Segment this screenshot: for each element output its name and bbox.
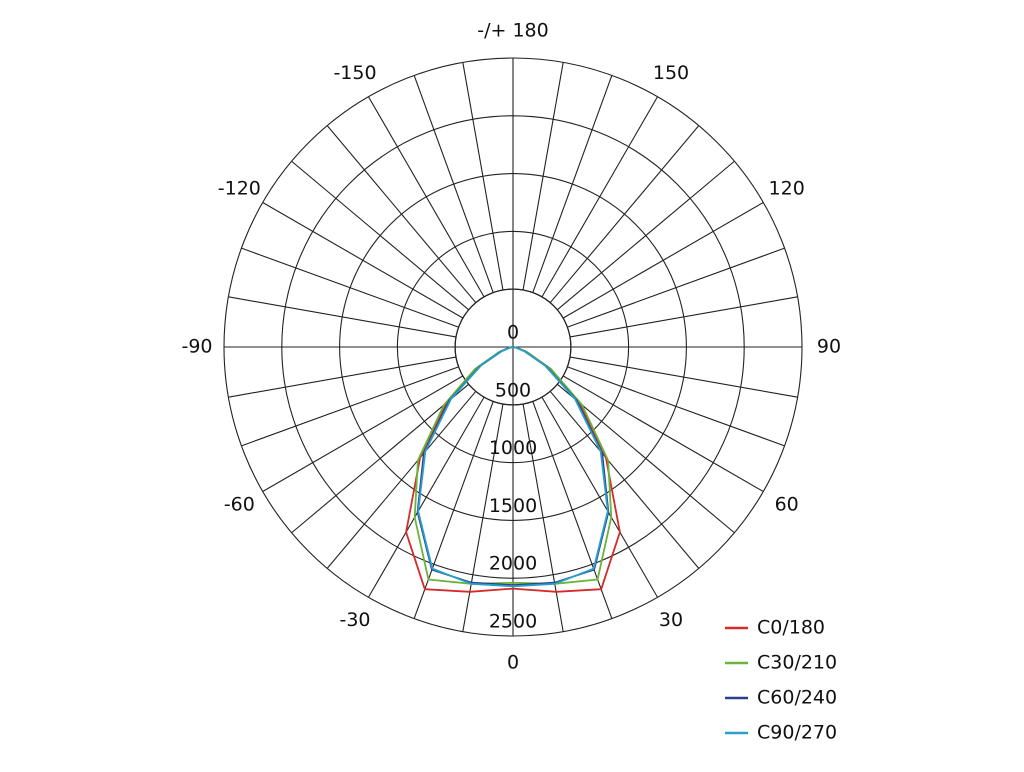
spoke — [541, 396, 658, 598]
spoke — [522, 404, 564, 632]
angle-label: -150 — [333, 62, 376, 84]
spoke — [549, 125, 700, 303]
spoke — [413, 75, 494, 293]
spoke — [549, 391, 700, 569]
spoke — [368, 96, 485, 298]
angle-label: -120 — [218, 178, 261, 200]
spoke — [522, 62, 564, 290]
spoke — [228, 296, 456, 338]
spoke — [532, 75, 613, 293]
spoke — [562, 375, 764, 492]
angle-label: -30 — [339, 609, 370, 631]
spoke — [413, 401, 494, 619]
legend-label: C0/180 — [757, 617, 825, 639]
legend-label: C90/270 — [757, 722, 837, 744]
spoke — [262, 202, 464, 319]
spoke — [291, 160, 469, 311]
spoke — [326, 391, 477, 569]
spoke — [262, 375, 464, 492]
spoke — [368, 396, 485, 598]
r-tick-label: 1000 — [489, 437, 537, 459]
spoke — [570, 296, 798, 338]
r-tick-label: 2000 — [489, 553, 537, 575]
series-line — [417, 346, 609, 588]
spoke — [567, 247, 785, 328]
legend-label: C60/240 — [757, 687, 837, 709]
angle-label: 150 — [653, 62, 689, 84]
angle-label: 90 — [817, 336, 841, 358]
series-line — [413, 346, 613, 585]
spoke — [462, 62, 504, 290]
spoke — [291, 383, 469, 534]
spoke — [532, 401, 613, 619]
angle-label: 0 — [507, 652, 519, 674]
spoke — [557, 160, 735, 311]
spoke — [228, 356, 456, 398]
spoke — [557, 383, 735, 534]
angle-label: 120 — [769, 178, 805, 200]
angle-label: 30 — [659, 609, 683, 631]
r-tick-label: 0 — [507, 322, 519, 344]
legend-label: C30/210 — [757, 652, 837, 674]
angle-label: -90 — [181, 336, 212, 358]
spoke — [241, 366, 459, 447]
spoke — [567, 366, 785, 447]
angle-label: 60 — [775, 494, 799, 516]
spoke — [541, 96, 658, 298]
angle-label: -/+ 180 — [477, 20, 548, 42]
spoke — [326, 125, 477, 303]
spoke — [241, 247, 459, 328]
angle-label: -60 — [224, 494, 255, 516]
r-tick-label: 2500 — [489, 611, 537, 633]
spoke — [562, 202, 764, 319]
spoke — [462, 404, 504, 632]
spoke — [570, 356, 798, 398]
r-tick-label: 500 — [495, 379, 531, 401]
r-tick-label: 1500 — [489, 495, 537, 517]
